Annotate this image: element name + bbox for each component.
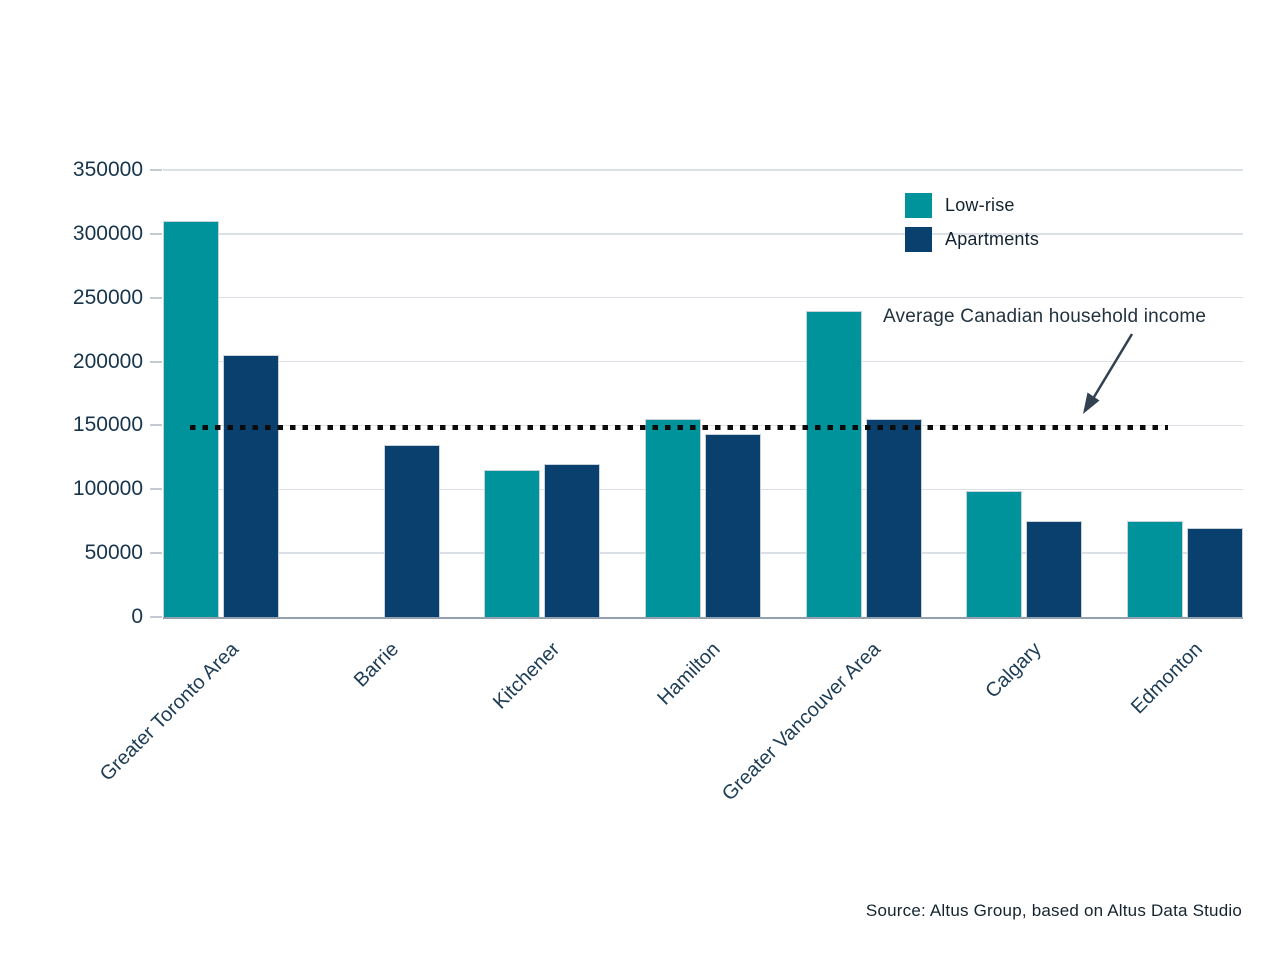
x-tick-label: Hamilton — [653, 638, 725, 710]
source-text: Source: Altus Group, based on Altus Data… — [865, 901, 1242, 920]
gridline — [163, 488, 1243, 491]
gridline — [163, 552, 1243, 554]
bar-apartments-calgary — [1026, 521, 1083, 617]
bar-low-rise-greater-vancouver-area — [805, 310, 862, 617]
reference-line-annotation: Average Canadian household income — [883, 306, 1207, 327]
x-tick-label: Greater Toronto Area — [95, 638, 243, 786]
gridline — [163, 360, 1243, 363]
y-tick-mark — [150, 424, 162, 427]
bar-low-rise-edmonton — [1127, 521, 1183, 617]
bar-apartments-edmonton — [1187, 527, 1243, 617]
legend-label: Apartments — [945, 229, 1040, 249]
y-tick-mark — [150, 296, 162, 299]
gridline — [163, 424, 1243, 427]
x-tick-label: Barrie — [350, 638, 404, 692]
y-tick-label: 0 — [131, 605, 143, 628]
y-tick-mark — [150, 552, 162, 555]
y-tick-label: 50000 — [84, 541, 143, 565]
gridline — [163, 617, 1243, 619]
low-rise-swatch — [905, 193, 932, 218]
y-tick-label: 350000 — [72, 158, 143, 181]
gridline — [163, 233, 1243, 235]
y-tick-label: 300000 — [72, 221, 143, 245]
x-tick-label: Calgary — [981, 638, 1047, 703]
y-tick-mark — [150, 616, 162, 618]
x-tick-label: Kitchener — [488, 638, 565, 714]
x-tick-label: Greater Vancouver Area — [718, 638, 886, 806]
y-tick-mark — [150, 232, 162, 235]
legend-item-apartments: Apartments — [905, 227, 1039, 252]
bar-low-rise-hamilton — [645, 419, 701, 617]
y-tick-label: 250000 — [72, 285, 143, 309]
bar-apartments-hamilton — [705, 434, 761, 617]
y-tick-mark — [150, 488, 162, 491]
y-tick-mark — [150, 169, 162, 171]
y-tick-label: 100000 — [72, 477, 143, 501]
gridline — [163, 296, 1243, 299]
y-tick-mark — [150, 360, 162, 363]
gridline — [163, 169, 1243, 171]
bar-low-rise-greater-toronto-area — [163, 221, 219, 617]
bar-apartments-greater-toronto-area — [223, 355, 279, 617]
bar-apartments-barrie — [383, 444, 440, 617]
annotation-arrow-icon — [1083, 333, 1134, 414]
legend-label: Low-rise — [945, 195, 1015, 215]
average-income-reference-line — [190, 425, 1168, 431]
plot-area — [163, 169, 1243, 619]
y-tick-label: 200000 — [72, 349, 143, 373]
legend-item-low-rise: Low-rise — [905, 193, 1039, 218]
bar-low-rise-kitchener — [484, 470, 541, 617]
bar-apartments-greater-vancouver-area — [865, 419, 922, 617]
bar-low-rise-calgary — [966, 490, 1023, 617]
x-tick-label: Edmonton — [1126, 638, 1207, 719]
y-tick-label: 150000 — [72, 413, 143, 437]
bar-apartments-kitchener — [544, 463, 601, 617]
apartments-swatch — [905, 227, 932, 252]
legend: Low-rise Apartments — [905, 193, 1039, 261]
